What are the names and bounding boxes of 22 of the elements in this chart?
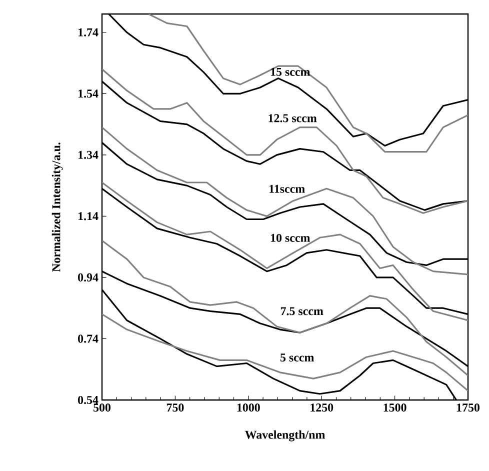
y-axis-title: Normalized Intensity/a.u. [52,142,63,272]
y-tick-label: 0.74 [78,334,98,343]
y-tick-label: 1.74 [78,28,98,36]
y-tick-label: 0.54 [78,396,98,404]
x-tick-label: 1750 [457,404,480,412]
x-tick-label: 1500 [384,404,406,412]
annotation: 7.5 sccm [280,307,324,316]
y-tick-label: 1.14 [78,212,98,220]
x-axis-title: Wavelength/nm [244,430,325,442]
line-series [102,126,468,276]
y-tick-label: 0.94 [78,273,98,282]
annotation: 5 sccm [280,354,314,362]
annotation: 11sccm [270,184,305,193]
x-tick-label: 500 [94,404,111,412]
y-tick-label: 1.54 [78,90,98,98]
annotation: 15 sccm [270,68,310,76]
y-tick-label: 1.34 [78,150,98,159]
annotation: 12.5 sccm [268,114,317,122]
x-tick-label: 1000 [237,404,260,412]
annotation: 10 sccm [270,234,310,242]
x-tick-label: 1250 [310,404,334,412]
x-tick-label: 750 [166,404,184,412]
